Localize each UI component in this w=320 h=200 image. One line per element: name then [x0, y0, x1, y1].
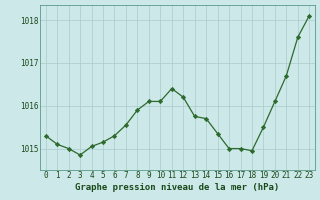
X-axis label: Graphe pression niveau de la mer (hPa): Graphe pression niveau de la mer (hPa) [76, 183, 280, 192]
